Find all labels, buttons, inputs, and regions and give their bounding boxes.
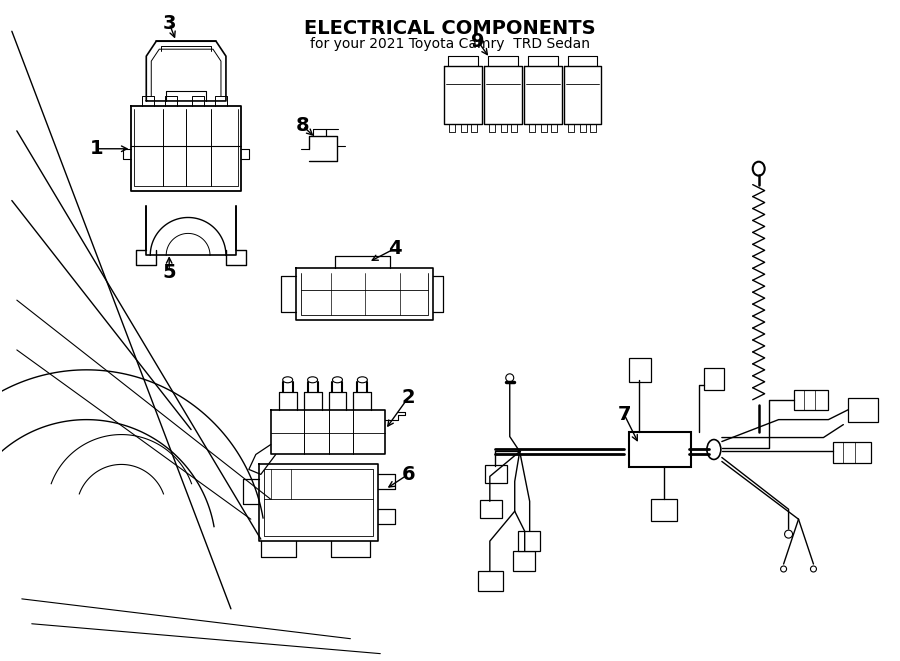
Bar	[478, 571, 503, 591]
Text: ELECTRICAL COMPONENTS: ELECTRICAL COMPONENTS	[304, 19, 596, 38]
Text: 1: 1	[90, 139, 104, 158]
Text: 2: 2	[401, 388, 415, 407]
Bar	[485, 465, 507, 483]
Text: 8: 8	[296, 116, 310, 136]
Ellipse shape	[752, 162, 765, 176]
Bar	[849, 398, 878, 422]
Bar	[652, 499, 677, 521]
Ellipse shape	[785, 530, 793, 538]
Ellipse shape	[706, 440, 721, 459]
Ellipse shape	[506, 374, 514, 382]
Bar	[518, 531, 540, 551]
Bar	[629, 432, 691, 467]
Bar	[629, 358, 652, 382]
Text: 9: 9	[471, 32, 484, 51]
Bar	[833, 442, 871, 463]
Text: 7: 7	[617, 405, 631, 424]
Text: for your 2021 Toyota Camry  TRD Sedan: for your 2021 Toyota Camry TRD Sedan	[310, 37, 590, 52]
Ellipse shape	[332, 377, 343, 383]
Ellipse shape	[283, 377, 293, 383]
Text: 5: 5	[162, 262, 176, 282]
Bar	[704, 368, 724, 390]
Ellipse shape	[308, 377, 318, 383]
Text: 4: 4	[389, 239, 402, 258]
Ellipse shape	[357, 377, 367, 383]
Bar	[794, 390, 828, 410]
Bar	[480, 500, 502, 518]
Bar	[513, 551, 535, 571]
Ellipse shape	[780, 566, 787, 572]
Text: 6: 6	[401, 465, 415, 484]
Ellipse shape	[811, 566, 816, 572]
Text: 3: 3	[162, 14, 176, 33]
